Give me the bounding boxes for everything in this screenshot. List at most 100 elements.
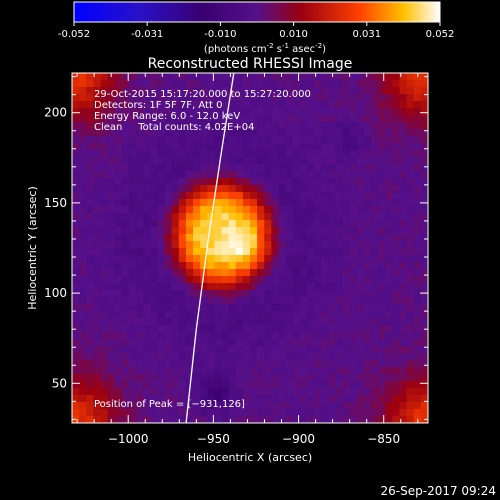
- heatmap-cell: [271, 227, 280, 235]
- heatmap-cell: [143, 395, 151, 403]
- heatmap-cell: [150, 262, 159, 270]
- heatmap-cell: [299, 395, 308, 403]
- heatmap-cell: [299, 220, 308, 228]
- heatmap-cell: [114, 325, 123, 333]
- heatmap-cell: [143, 213, 151, 221]
- heatmap-cell: [321, 325, 329, 333]
- heatmap-cell: [378, 297, 386, 305]
- heatmap-cell: [143, 346, 151, 354]
- heatmap-cell: [271, 339, 280, 347]
- heatmap-cell: [128, 374, 137, 382]
- heatmap-cell: [157, 129, 166, 137]
- heatmap-cell: [392, 262, 401, 270]
- heatmap-cell: [86, 304, 94, 312]
- heatmap-cell: [107, 374, 116, 382]
- heatmap-cell: [371, 255, 379, 263]
- heatmap-cell: [342, 346, 351, 354]
- heatmap-cell: [349, 311, 358, 319]
- heatmap-cell: [292, 73, 301, 81]
- heatmap-cell: [385, 94, 393, 102]
- heatmap-cell: [378, 353, 386, 361]
- heatmap-cell: [79, 234, 87, 242]
- heatmap-cell: [406, 101, 415, 109]
- heatmap-cell: [150, 178, 159, 186]
- heatmap-cell: [250, 150, 258, 158]
- heatmap-cell: [214, 346, 223, 354]
- heatmap-cell: [207, 178, 215, 186]
- heatmap-cell: [285, 136, 294, 144]
- heatmap-cell: [378, 150, 386, 158]
- heatmap-cell: [114, 374, 123, 382]
- heatmap-cell: [235, 234, 244, 242]
- heatmap-cell: [399, 108, 408, 116]
- heatmap-cell: [235, 262, 244, 270]
- heatmap-cell: [171, 262, 180, 270]
- heatmap-cell: [193, 416, 201, 423]
- heatmap-cell: [150, 276, 159, 284]
- heatmap-cell: [285, 346, 294, 354]
- heatmap-cell: [292, 311, 301, 319]
- heatmap-cell: [356, 416, 365, 423]
- heatmap-cell: [314, 325, 322, 333]
- heatmap-cell: [349, 409, 358, 417]
- heatmap-cell: [228, 276, 237, 284]
- heatmap-cell: [335, 416, 344, 423]
- heatmap-cell: [399, 199, 408, 207]
- heatmap-cell: [178, 220, 187, 228]
- heatmap-cell: [128, 199, 137, 207]
- heatmap-cell: [349, 143, 358, 151]
- heatmap-cell: [136, 381, 144, 389]
- heatmap-cell: [420, 332, 428, 340]
- heatmap-cell: [185, 325, 194, 333]
- heatmap-cell: [121, 318, 130, 326]
- heatmap-cell: [193, 367, 201, 375]
- heatmap-cell: [121, 185, 130, 193]
- heatmap-cell: [321, 150, 329, 158]
- heatmap-cell: [93, 311, 102, 319]
- heatmap-cell: [385, 388, 393, 396]
- heatmap-cell: [235, 332, 244, 340]
- heatmap-cell: [306, 241, 315, 249]
- heatmap-cell: [356, 311, 365, 319]
- heatmap-cell: [150, 241, 159, 249]
- heatmap-cell: [193, 220, 201, 228]
- heatmap-cell: [335, 381, 344, 389]
- heatmap-cell: [371, 164, 379, 172]
- heatmap-cell: [299, 206, 308, 214]
- heatmap-cell: [200, 367, 208, 375]
- heatmap-cell: [157, 339, 166, 347]
- heatmap-cell: [406, 367, 415, 375]
- heatmap-cell: [93, 220, 102, 228]
- heatmap-cell: [399, 395, 408, 403]
- heatmap-cell: [306, 73, 315, 81]
- heatmap-cell: [413, 122, 422, 130]
- heatmap-cell: [257, 395, 265, 403]
- heatmap-cell: [107, 248, 116, 256]
- heatmap-cell: [107, 262, 116, 270]
- heatmap-cell: [371, 346, 379, 354]
- heatmap-cell: [100, 178, 109, 186]
- heatmap-cell: [378, 136, 386, 144]
- heatmap-cell: [214, 290, 223, 298]
- heatmap-cell: [143, 325, 151, 333]
- heatmap-cell: [100, 171, 109, 179]
- heatmap-cell: [257, 220, 265, 228]
- heatmap-cell: [121, 283, 130, 291]
- heatmap-cell: [107, 255, 116, 263]
- heatmap-cell: [299, 73, 308, 81]
- heatmap-cell: [306, 416, 315, 423]
- heatmap-cell: [185, 108, 194, 116]
- heatmap-cell: [171, 157, 180, 165]
- heatmap-cell: [86, 367, 94, 375]
- heatmap-cell: [420, 220, 428, 228]
- heatmap-cell: [278, 143, 287, 151]
- heatmap-cell: [250, 388, 258, 396]
- heatmap-cell: [285, 101, 294, 109]
- heatmap-cell: [271, 178, 280, 186]
- heatmap-cell: [257, 311, 265, 319]
- heatmap-cell: [114, 192, 123, 200]
- heatmap-cell: [171, 332, 180, 340]
- heatmap-cell: [356, 234, 365, 242]
- heatmap-cell: [314, 262, 322, 270]
- heatmap-cell: [121, 241, 130, 249]
